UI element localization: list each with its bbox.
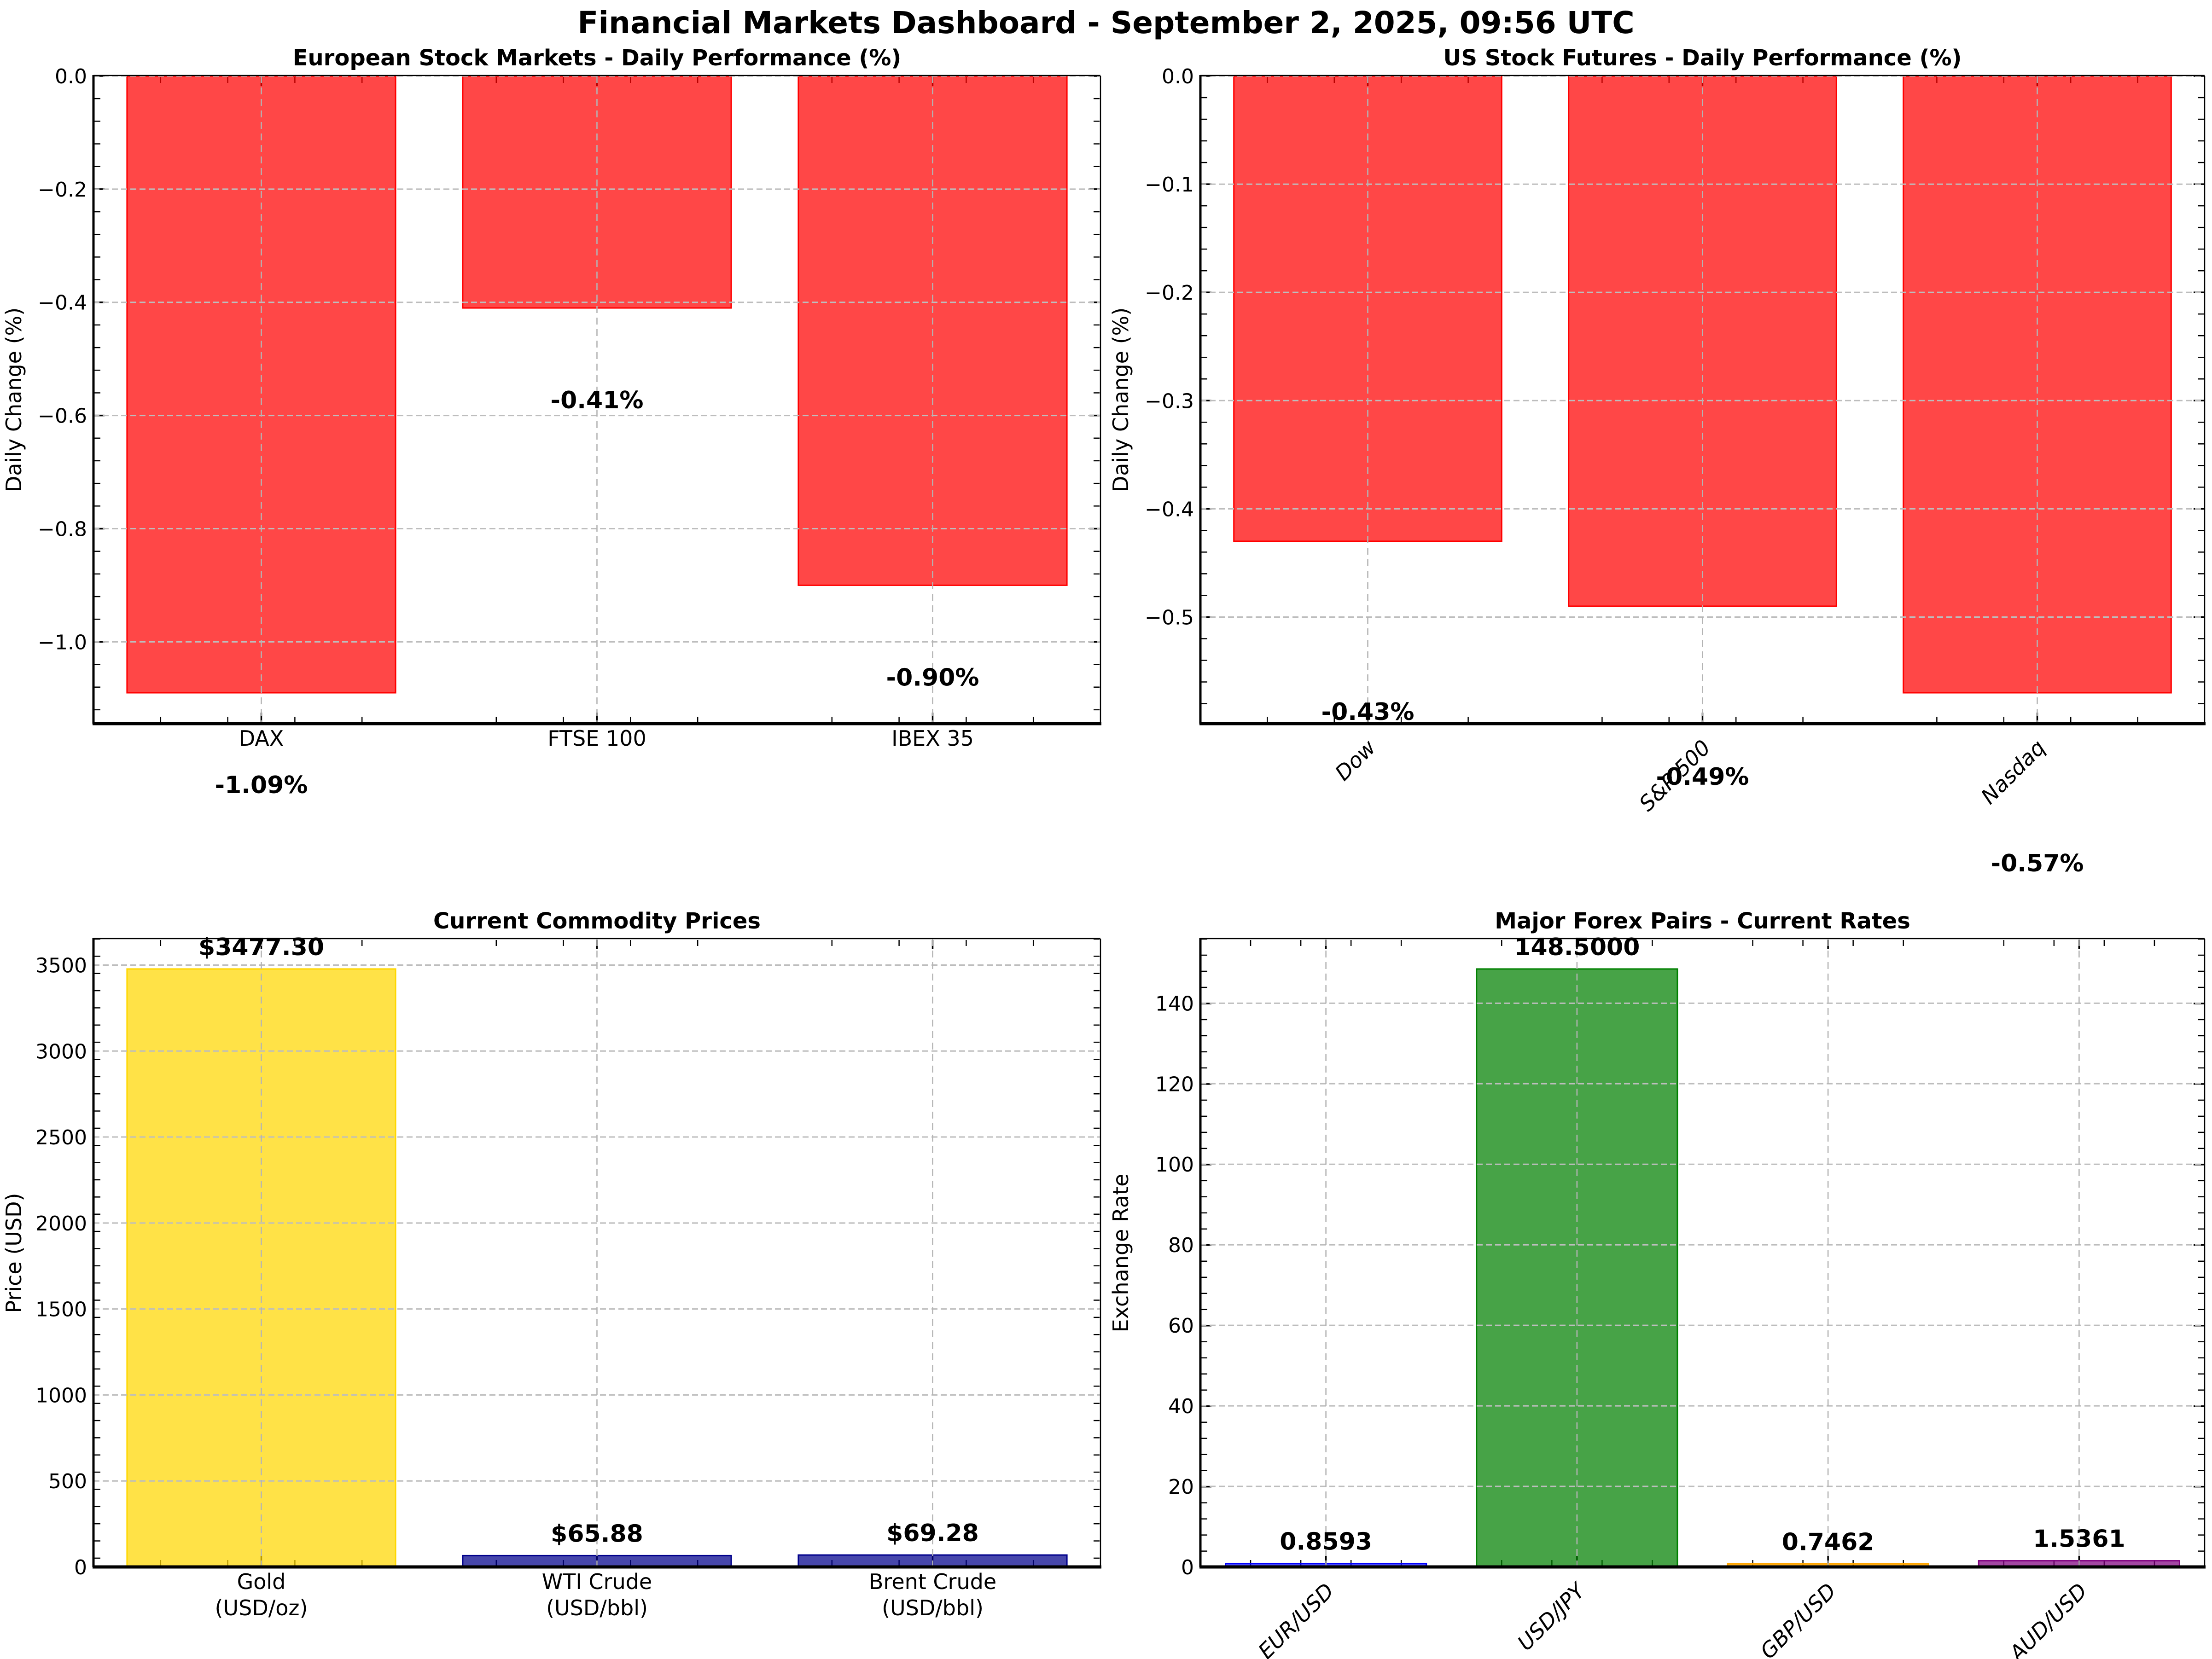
value-label: -0.49%	[1656, 763, 1749, 791]
x-tick-label: Dow	[1330, 735, 1381, 785]
y-tick-label: −0.4	[38, 291, 87, 315]
bar-DAX	[126, 75, 396, 694]
y-tick-label: 100	[1155, 1153, 1194, 1177]
x-tick-label: DAX	[239, 726, 284, 751]
y-tick-label: 20	[1168, 1475, 1194, 1499]
chart-commodities: Current Commodity Prices Price (USD) 0 500 1…	[1, 908, 1101, 1620]
chart-title: Major Forex Pairs - Current Rates	[1495, 908, 1910, 934]
x-tick-label: Brent Crude	[869, 1569, 996, 1594]
value-label: $3477.30	[198, 934, 324, 961]
y-axis-label: Daily Change (%)	[1, 307, 26, 492]
y-tick-label: 140	[1155, 992, 1194, 1015]
y-tick-label: 120	[1155, 1073, 1194, 1096]
value-label: -0.41%	[551, 387, 644, 414]
value-label: 1.5361	[2033, 1526, 2125, 1553]
y-tick-label: −1.0	[38, 631, 87, 654]
chart-title: US Stock Futures - Daily Performance (%)	[1443, 45, 1962, 71]
y-tick-label: 2000	[35, 1212, 87, 1236]
y-axis-label: Price (USD)	[1, 1193, 26, 1313]
bar-Nasdaq	[1903, 75, 2172, 694]
y-tick-label: 40	[1168, 1395, 1194, 1418]
y-tick-label: −0.2	[1145, 281, 1194, 305]
value-label: -1.09%	[215, 771, 308, 799]
y-tick-label: 2500	[35, 1126, 87, 1149]
y-axis-label: Daily Change (%)	[1108, 307, 1133, 492]
y-tick-label: 500	[48, 1470, 87, 1493]
chart-title: Current Commodity Prices	[433, 908, 761, 934]
labels: European Stock Markets - Daily Performan…	[1, 45, 979, 799]
x-tick-label: AUD/USD	[2003, 1578, 2092, 1659]
y-tick-label: −0.3	[1145, 389, 1194, 413]
value-label: $69.28	[886, 1520, 979, 1547]
value-label: -0.57%	[1991, 850, 2084, 877]
x-tick-label: (USD/oz)	[215, 1595, 308, 1620]
y-tick-label: −0.1	[1145, 173, 1194, 197]
y-tick-label: 1000	[35, 1384, 87, 1407]
gridlines	[1200, 939, 2205, 1568]
axis-ticks	[1201, 938, 2204, 1566]
y-tick-label: 0	[74, 1556, 87, 1579]
axes-spines	[1199, 75, 2206, 725]
bars	[1225, 968, 2180, 1568]
axes-spines	[1199, 938, 2206, 1569]
y-tick-label: −0.4	[1145, 498, 1194, 521]
labels: Current Commodity Prices Price (USD) 0 500 1…	[1, 908, 996, 1620]
y-tick-label: 3000	[35, 1040, 87, 1063]
value-label: 0.7462	[1782, 1528, 1874, 1556]
x-tick-label: IBEX 35	[891, 726, 974, 751]
value-label: 148.5000	[1514, 934, 1640, 961]
y-tick-label: 80	[1168, 1234, 1194, 1257]
x-tick-label: GBP/USD	[1755, 1578, 1841, 1659]
y-tick-label: 0.0	[1162, 65, 1194, 88]
x-tick-label: (USD/bbl)	[882, 1595, 984, 1620]
dashboard-title: Financial Markets Dashboard - September …	[577, 5, 1634, 41]
y-tick-label: 3500	[35, 954, 87, 977]
y-tick-label: 0	[1181, 1556, 1194, 1579]
chart-title: European Stock Markets - Daily Performan…	[293, 45, 902, 71]
axes-spines	[92, 75, 1101, 725]
value-label: -0.43%	[1321, 698, 1415, 726]
x-tick-label: USD/JPY	[1513, 1577, 1591, 1655]
y-tick-label: 1500	[35, 1298, 87, 1322]
value-label: 0.8593	[1280, 1528, 1372, 1555]
x-tick-label: FTSE 100	[547, 726, 646, 751]
x-tick-label: WTI Crude	[542, 1569, 652, 1594]
y-axis-label: Exchange Rate	[1108, 1174, 1133, 1333]
axes-spines	[92, 938, 1101, 1569]
x-tick-label: EUR/USD	[1253, 1578, 1339, 1659]
chart-european-stocks: European Stock Markets - Daily Performan…	[1, 45, 1101, 799]
y-tick-label: 0.0	[55, 65, 87, 88]
x-tick-label: Gold	[237, 1569, 286, 1594]
chart-forex: Major Forex Pairs - Current Rates Exchang…	[1108, 908, 2206, 1659]
y-tick-label: −0.8	[38, 517, 87, 541]
x-tick-label: Nasdaq	[1976, 735, 2050, 809]
y-tick-label: −0.2	[38, 178, 87, 202]
x-tick-label: (USD/bbl)	[546, 1595, 648, 1620]
chart-us-futures: US Stock Futures - Daily Performance (%)…	[1108, 45, 2206, 877]
value-label: -0.90%	[886, 664, 979, 691]
y-tick-label: 60	[1168, 1314, 1194, 1338]
y-tick-label: −0.5	[1145, 606, 1194, 629]
y-tick-label: −0.6	[38, 405, 87, 428]
value-label: $65.88	[551, 1520, 643, 1548]
